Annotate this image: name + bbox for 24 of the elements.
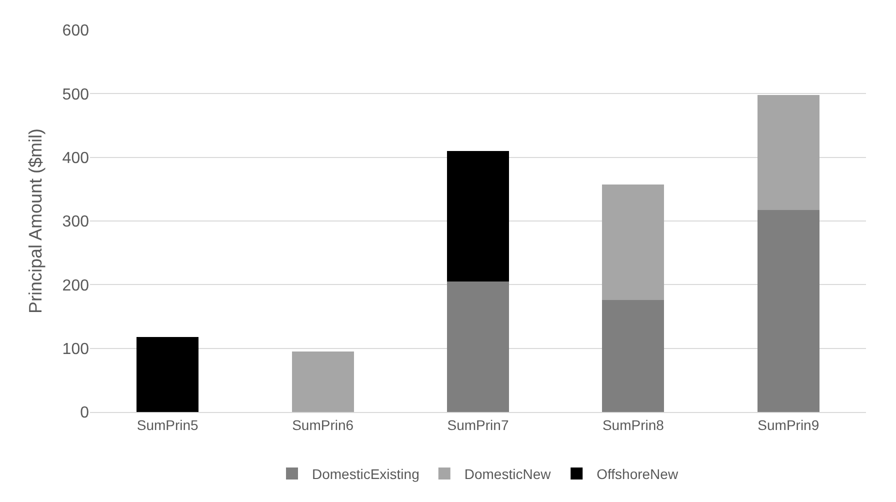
bar: [602, 184, 664, 300]
y-tick-label: 300: [62, 214, 90, 231]
bar: [136, 336, 199, 412]
legend-label: OffshoreNew: [596, 466, 679, 482]
x-tick-label: SumPrin7: [447, 416, 509, 433]
bar: [292, 352, 354, 412]
y-tick-label: 600: [62, 22, 90, 40]
y-tick-label: 0: [80, 404, 90, 422]
x-tick-label: SumPrin5: [136, 416, 199, 433]
bar: [446, 150, 510, 282]
y-tick-label: 400: [62, 150, 90, 167]
y-axis-title: Principal Amount ($mil): [25, 128, 46, 314]
bar: [757, 94, 820, 210]
legend-label: DomesticExisting: [312, 466, 420, 482]
legend-label: DomesticNew: [464, 466, 552, 482]
y-tick-label: 500: [62, 86, 90, 104]
bar: [757, 210, 820, 412]
y-tick-label: 100: [62, 340, 90, 358]
y-tick-label: 200: [62, 277, 90, 294]
bar: [446, 281, 510, 412]
bar: [602, 300, 664, 412]
x-tick-label: SumPrin8: [602, 416, 664, 433]
x-tick-label: SumPrin9: [758, 416, 820, 433]
x-tick-label: SumPrin6: [292, 416, 354, 433]
